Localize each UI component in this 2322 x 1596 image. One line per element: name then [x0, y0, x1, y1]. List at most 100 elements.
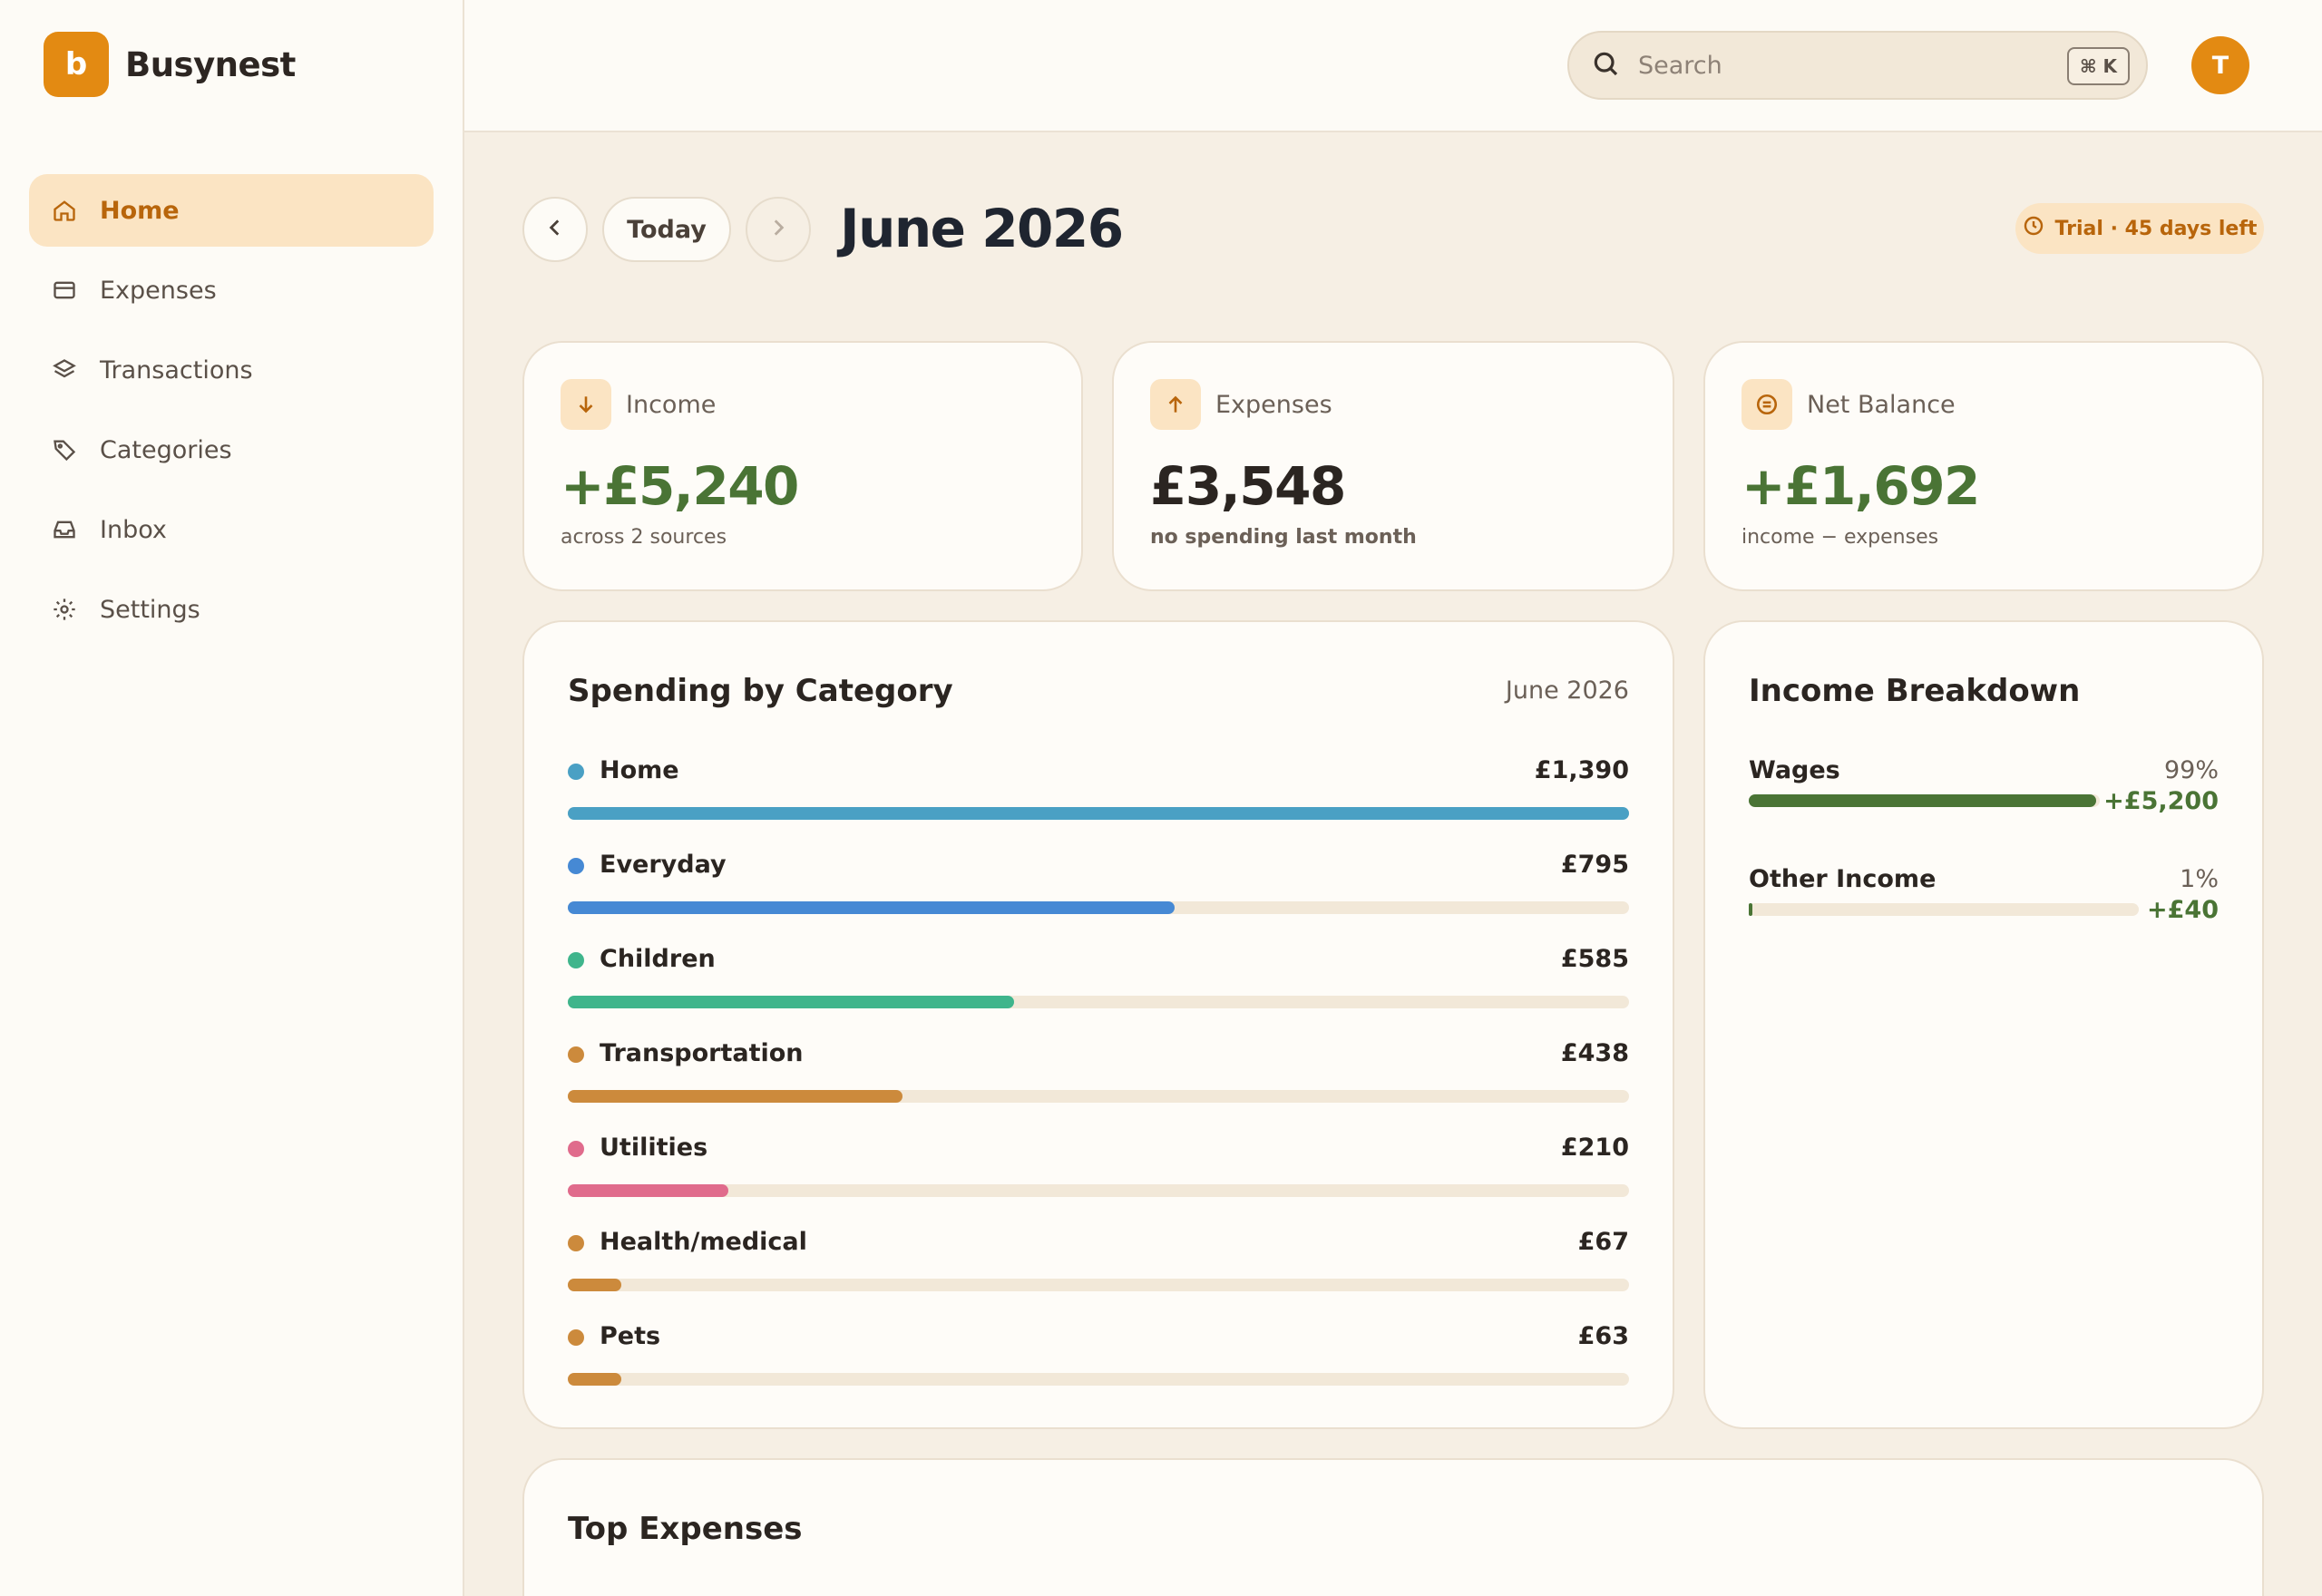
income-source-name: Other Income	[1749, 865, 1937, 893]
arrow-up-icon	[1150, 379, 1201, 430]
expenses-subtext: no spending last month	[1150, 526, 1417, 549]
sidebar-item-label: Expenses	[100, 276, 217, 305]
category-row-pets[interactable]: Pets £63	[568, 1319, 1629, 1386]
brand[interactable]: b Busynest	[44, 32, 296, 97]
brand-name: Busynest	[125, 44, 296, 84]
sidebar-item-label: Settings	[100, 595, 200, 624]
category-amount: £1,390	[1534, 756, 1629, 784]
net-balance-label: Net Balance	[1807, 390, 1956, 419]
income-source-percent: 1%	[2180, 865, 2219, 893]
category-dot	[568, 1046, 584, 1063]
category-bar-fill	[568, 996, 1015, 1008]
category-dot	[568, 858, 584, 874]
expenses-card: Expenses £3,548 no spending last month	[1112, 341, 1674, 591]
category-row-children[interactable]: Children £585	[568, 941, 1629, 1008]
sidebar-item-categories[interactable]: Categories	[29, 414, 434, 486]
category-row-home[interactable]: Home £1,390	[568, 753, 1629, 820]
category-amount: £63	[1577, 1322, 1629, 1350]
balance-icon	[1742, 379, 1792, 430]
category-bar-track	[568, 996, 1629, 1008]
next-month-button[interactable]	[746, 197, 811, 262]
category-dot	[568, 1235, 584, 1251]
sidebar: b Busynest Home Expenses Transactions C	[0, 0, 464, 1596]
category-bar-fill	[568, 1184, 728, 1197]
category-bar-fill	[568, 807, 1629, 820]
income-breakdown-title: Income Breakdown	[1749, 673, 2081, 709]
income-bar-track	[1749, 794, 2100, 807]
category-bar-track	[568, 1279, 1629, 1291]
search-input[interactable]	[1638, 51, 2037, 80]
category-bar-fill	[568, 1373, 621, 1386]
income-bar-track	[1749, 903, 2139, 916]
search-shortcut-badge: ⌘ K	[2066, 47, 2130, 85]
sidebar-item-settings[interactable]: Settings	[29, 573, 434, 646]
category-row-health-medical[interactable]: Health/medical £67	[568, 1224, 1629, 1291]
category-name: Home	[600, 756, 679, 784]
category-name: Pets	[600, 1322, 661, 1350]
brand-logo: b	[44, 32, 109, 97]
category-row-everyday[interactable]: Everyday £795	[568, 847, 1629, 914]
spending-period: June 2026	[1505, 676, 1629, 705]
spending-title: Spending by Category	[568, 673, 953, 709]
expenses-value: £3,548	[1150, 455, 1346, 517]
net-balance-subtext: income − expenses	[1742, 526, 1939, 549]
layers-icon	[51, 356, 78, 384]
category-dot	[568, 764, 584, 780]
chevron-right-icon	[766, 216, 790, 243]
page-title: June 2026	[840, 198, 1124, 259]
category-row-transportation[interactable]: Transportation £438	[568, 1036, 1629, 1103]
top-expenses-card: Top Expenses	[522, 1458, 2264, 1596]
income-source-amount: +£40	[2147, 896, 2219, 924]
sidebar-item-label: Home	[100, 196, 180, 225]
inbox-icon	[51, 516, 78, 543]
sidebar-item-label: Inbox	[100, 515, 167, 544]
sidebar-item-transactions[interactable]: Transactions	[29, 334, 434, 406]
category-bar-track	[568, 901, 1629, 914]
sidebar-item-home[interactable]: Home	[29, 174, 434, 247]
search-icon	[1591, 49, 1620, 82]
trial-badge-label: Trial · 45 days left	[2054, 217, 2258, 240]
income-card: Income +£5,240 across 2 sources	[522, 341, 1083, 591]
category-row-utilities[interactable]: Utilities £210	[568, 1130, 1629, 1197]
category-bar-track	[568, 807, 1629, 820]
net-balance-value: +£1,692	[1742, 455, 1980, 517]
category-name: Utilities	[600, 1134, 708, 1162]
previous-month-button[interactable]	[522, 197, 588, 262]
income-value: +£5,240	[561, 455, 799, 517]
top-expenses-title: Top Expenses	[568, 1511, 803, 1547]
tag-icon	[51, 436, 78, 463]
today-button[interactable]: Today	[602, 197, 731, 262]
income-breakdown-card: Income Breakdown Wages 99% +£5,200 Other…	[1703, 620, 2264, 1429]
category-bar-fill	[568, 1279, 621, 1291]
chevron-left-icon	[543, 216, 567, 243]
category-amount: £67	[1577, 1228, 1629, 1256]
income-subtext: across 2 sources	[561, 526, 727, 549]
search-bar[interactable]: ⌘ K	[1567, 31, 2148, 100]
card-icon	[51, 277, 78, 304]
category-bar-fill	[568, 901, 1176, 914]
avatar[interactable]: T	[2191, 36, 2249, 94]
category-name: Health/medical	[600, 1228, 807, 1256]
category-amount: £795	[1560, 851, 1629, 879]
expenses-label: Expenses	[1215, 390, 1332, 419]
sidebar-item-label: Categories	[100, 435, 232, 464]
topbar: ⌘ K T	[464, 0, 2322, 132]
income-bar-fill	[1749, 903, 1753, 916]
arrow-down-icon	[561, 379, 611, 430]
category-amount: £585	[1560, 945, 1629, 973]
category-bar-track	[568, 1090, 1629, 1103]
income-source-amount: +£5,200	[2103, 787, 2219, 815]
income-label: Income	[626, 390, 717, 419]
income-bar-fill	[1749, 794, 2097, 807]
home-icon	[51, 197, 78, 224]
income-source-percent: 99%	[2163, 756, 2219, 784]
clock-icon	[2023, 215, 2055, 242]
sidebar-nav: Home Expenses Transactions Categories In…	[29, 174, 434, 653]
sidebar-item-inbox[interactable]: Inbox	[29, 493, 434, 566]
sidebar-item-expenses[interactable]: Expenses	[29, 254, 434, 326]
category-amount: £210	[1560, 1134, 1629, 1162]
category-name: Children	[600, 945, 716, 973]
gear-icon	[51, 596, 78, 623]
trial-badge[interactable]: Trial · 45 days left	[2015, 203, 2264, 254]
category-dot	[568, 952, 584, 968]
